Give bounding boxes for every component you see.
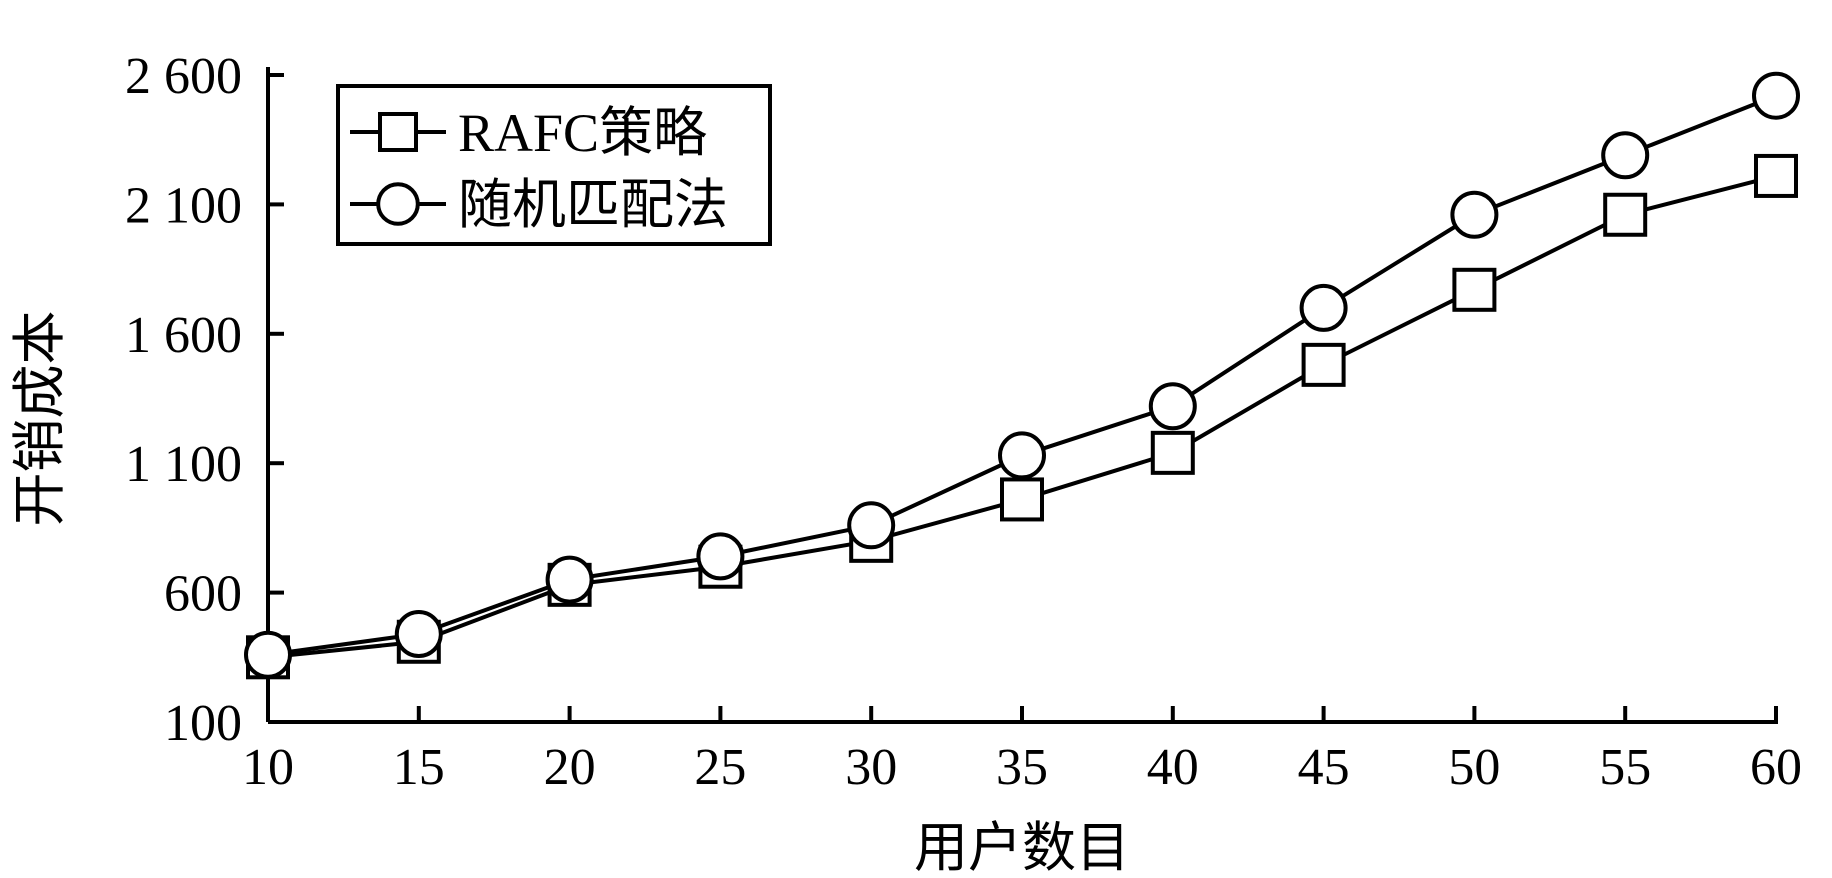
y-tick-label: 2 100 [125, 177, 242, 234]
x-axis-title: 用户数目 [914, 818, 1130, 878]
legend-label: RAFC策略 [458, 103, 707, 163]
axes: 100 600 1 100 1 600 2 100 2 600 10 15 20 25 30 35 40… [125, 48, 1802, 796]
data-point [1603, 192, 1648, 237]
x-tick-label: 50 [1448, 739, 1500, 796]
data-point [1000, 477, 1044, 522]
x-tick-label: 10 [242, 739, 294, 796]
legend-item: RAFC策略 [350, 103, 707, 163]
data-point [847, 501, 896, 550]
legend-label: 随机匹配法 [458, 175, 728, 235]
x-tick-label: 30 [845, 739, 897, 796]
data-point [998, 431, 1046, 480]
data-point [1752, 71, 1800, 120]
data-point [1299, 283, 1348, 332]
x-tick-label: 20 [544, 739, 596, 796]
y-tick-label: 600 [164, 566, 242, 623]
y-axis-title: 开销成本 [10, 311, 70, 527]
x-tick-label: 60 [1750, 739, 1802, 796]
data-point [696, 532, 745, 581]
x-tick-label: 35 [996, 739, 1048, 796]
data-point [1452, 267, 1497, 312]
series-2 [244, 71, 1800, 679]
data-point [244, 630, 292, 679]
data-point [1450, 190, 1499, 239]
x-tick-label: 40 [1147, 739, 1199, 796]
data-point [1148, 382, 1197, 431]
data-point [1754, 153, 1798, 198]
x-tick-label: 55 [1599, 739, 1651, 796]
data-point [1301, 342, 1346, 387]
x-tick-label: 45 [1298, 739, 1350, 796]
series-line [267, 173, 1777, 660]
data-point [545, 555, 594, 604]
y-tick-label: 1 600 [125, 307, 242, 364]
x-tick-label: 25 [694, 739, 746, 796]
legend-item: 随机匹配法 [350, 175, 728, 235]
y-tick-label: 2 600 [125, 48, 242, 105]
legend-marker [376, 182, 420, 226]
data-point [394, 610, 443, 659]
legend-marker [378, 112, 418, 152]
x-tick-label: 15 [393, 739, 445, 796]
y-tick-label: 1 100 [125, 436, 242, 493]
y-tick-label: 100 [164, 695, 242, 752]
series-layer [244, 71, 1800, 680]
data-point [1150, 430, 1195, 475]
data-point [1601, 131, 1650, 180]
